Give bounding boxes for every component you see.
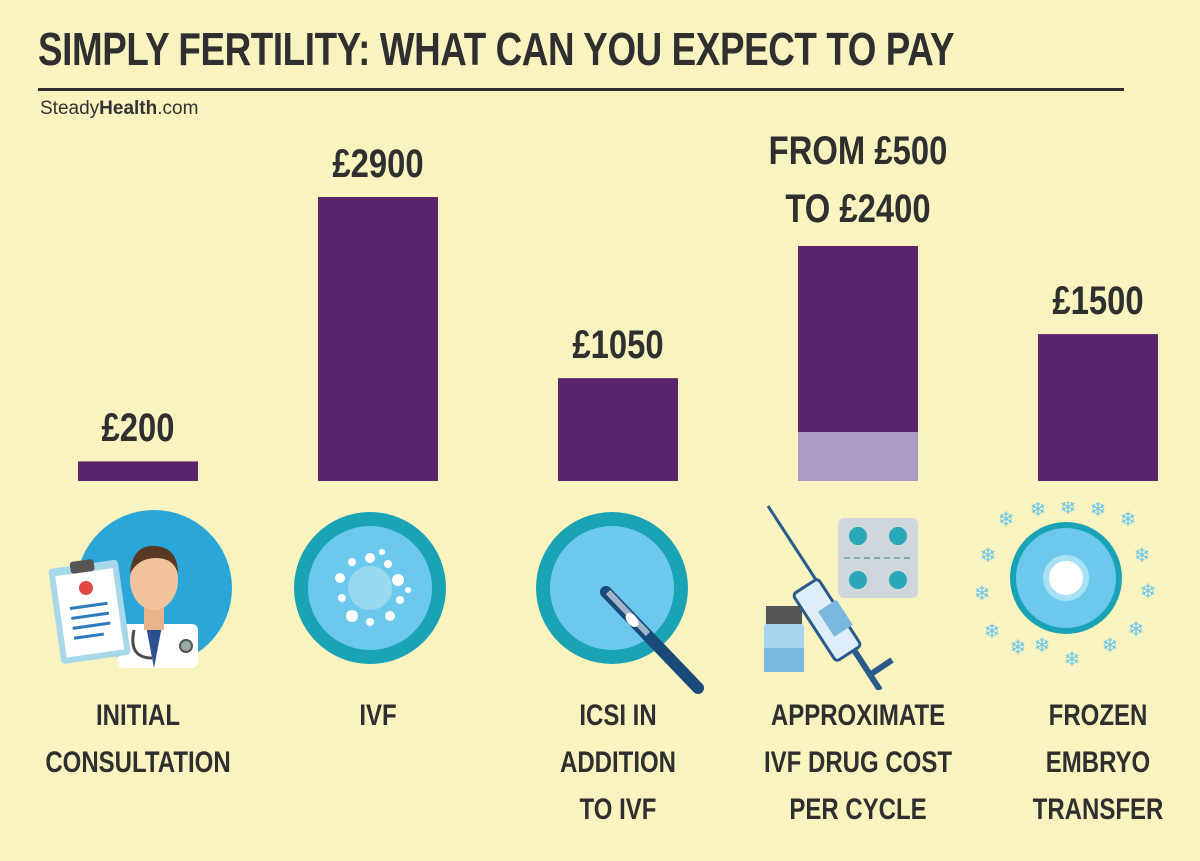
svg-text:❄: ❄ (1034, 633, 1051, 657)
brand-regular: Steady (40, 98, 100, 119)
frozen-embryo-icon: ❄ ❄ ❄ ❄ ❄❄ ❄❄ ❄ ❄ ❄❄ ❄❄❄ (976, 502, 1156, 671)
value-label-2: £1050 (572, 323, 664, 368)
category-label-4: FROZEN EMBRYO TRANSFER (1032, 699, 1164, 826)
svg-text:❄: ❄ (1128, 617, 1145, 641)
brand-bold: Health (99, 98, 158, 119)
svg-text:❄: ❄ (1010, 635, 1027, 659)
svg-text:❄: ❄ (1140, 579, 1156, 603)
bar-0 (78, 461, 198, 481)
svg-text:❄: ❄ (984, 619, 1001, 643)
svg-text:❄: ❄ (1090, 502, 1107, 521)
title-divider (38, 88, 1124, 91)
bar-1 (318, 197, 438, 481)
svg-text:❄: ❄ (1064, 647, 1081, 671)
svg-text:❄: ❄ (998, 507, 1015, 531)
brand-suffix: .com (157, 98, 199, 119)
ivf-egg-icon (294, 512, 446, 664)
brand-logo: SteadyHealth.com (40, 98, 198, 120)
svg-text:❄: ❄ (980, 543, 997, 567)
value-label-4: £1500 (1052, 279, 1144, 324)
category-label-1: IVF (359, 699, 397, 732)
bar-4 (1038, 334, 1158, 481)
bar-range-low-3 (798, 432, 918, 481)
category-label-3: APPROXIMATE IVF DRUG COST PER CYCLE (763, 699, 952, 826)
value-label-0: £200 (101, 406, 175, 451)
svg-text:❄: ❄ (1134, 543, 1151, 567)
svg-text:❄: ❄ (976, 581, 990, 605)
value-label-1: £2900 (332, 142, 424, 186)
svg-text:❄: ❄ (1030, 502, 1047, 521)
value-label-3: FROM £500 TO £2400 (768, 128, 948, 231)
category-label-2: ICSI IN ADDITION TO IVF (560, 699, 676, 826)
svg-text:❄: ❄ (1060, 502, 1077, 519)
doctor-icon (48, 510, 232, 668)
svg-text:❄: ❄ (1102, 633, 1119, 657)
category-label-0: INITIAL CONSULTATION (45, 699, 231, 779)
svg-text:❄: ❄ (1120, 507, 1137, 531)
page-title: SIMPLY FERTILITY: WHAT CAN YOU EXPECT TO… (38, 23, 955, 75)
bar-2 (558, 378, 678, 481)
syringe-pills-icon (764, 505, 918, 690)
icsi-needle-icon (536, 512, 704, 694)
